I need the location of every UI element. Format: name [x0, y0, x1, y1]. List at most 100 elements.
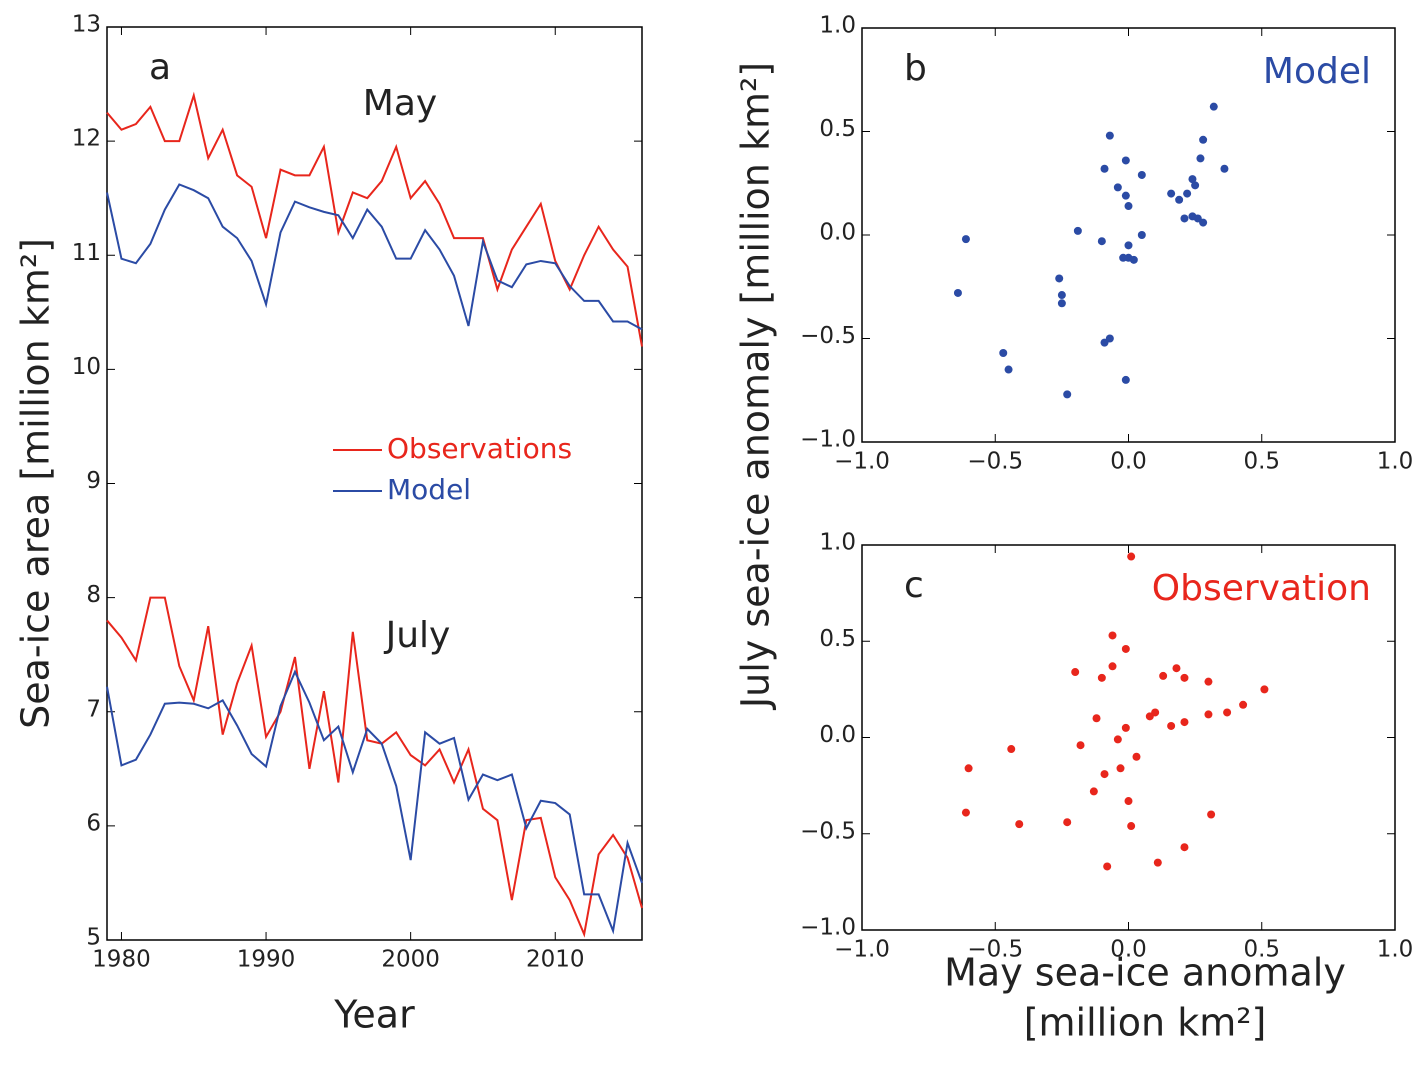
point: [1121, 375, 1130, 384]
y-tick-label: 7: [86, 696, 101, 722]
point: [953, 288, 962, 297]
point: [1124, 202, 1133, 211]
point: [1015, 820, 1024, 829]
point: [964, 764, 973, 773]
point: [1183, 189, 1192, 198]
x-tick-label: 0.5: [1243, 937, 1280, 963]
point: [1113, 183, 1122, 192]
x-tick-label: −1.0: [834, 937, 890, 963]
legend-label: Model: [387, 473, 471, 506]
x-tick-label: 2000: [381, 947, 440, 973]
point: [1172, 664, 1181, 673]
point: [1121, 191, 1130, 200]
data-line: [106, 669, 643, 935]
panel-letter: a: [149, 47, 171, 88]
x-tick-label: 2010: [526, 947, 585, 973]
point: [961, 235, 970, 244]
group-label: May: [363, 83, 437, 124]
point: [1113, 735, 1122, 744]
point: [1180, 673, 1189, 682]
y-tick-label: 9: [86, 468, 101, 494]
point: [1100, 770, 1109, 779]
x-tick-label: −0.5: [967, 449, 1023, 475]
panel-letter: c: [904, 565, 924, 606]
point: [1105, 131, 1114, 140]
x-tick-label: 1.0: [1377, 937, 1414, 963]
x-tick-label: −1.0: [834, 449, 890, 475]
point: [1127, 822, 1136, 831]
lines: [106, 91, 643, 938]
y-tick-label: 10: [72, 354, 101, 380]
point: [1116, 764, 1125, 773]
point: [1063, 390, 1072, 399]
point: [999, 348, 1008, 357]
point: [1073, 226, 1082, 235]
y-tick-label: 13: [72, 12, 101, 38]
y-tick-label: 0.0: [819, 220, 856, 246]
point: [1180, 718, 1189, 727]
y-tick-label: 1.0: [819, 530, 856, 556]
data-line: [106, 183, 643, 331]
point: [1108, 631, 1117, 640]
points: [961, 552, 1269, 871]
x-tick-label: 0.0: [1110, 937, 1147, 963]
point: [1132, 752, 1141, 761]
point: [1103, 862, 1112, 871]
point: [1097, 673, 1106, 682]
point: [1180, 843, 1189, 852]
point: [1204, 677, 1213, 686]
point: [1180, 214, 1189, 223]
point: [1063, 818, 1072, 827]
panel-title: Model: [1263, 51, 1371, 92]
point: [1204, 710, 1213, 719]
point: [1153, 858, 1162, 867]
x-tick-label: 0.0: [1110, 449, 1147, 475]
point: [1007, 745, 1016, 754]
y-tick-label: −0.5: [800, 323, 856, 349]
y-tick-label: 1.0: [819, 13, 856, 39]
point: [1145, 712, 1154, 721]
point: [1137, 231, 1146, 239]
point: [1076, 741, 1085, 750]
point: [1199, 218, 1208, 227]
point: [1124, 241, 1133, 250]
y-tick-label: 12: [72, 126, 101, 152]
point: [1239, 700, 1248, 709]
point: [1199, 135, 1208, 144]
x-tick-label: 1980: [92, 947, 151, 973]
point: [1207, 810, 1216, 819]
y-tick-label: 0.5: [819, 626, 856, 652]
data-line: [106, 91, 643, 347]
y-axis-label: July sea-ice anomaly [million km²]: [734, 62, 778, 710]
point: [1004, 365, 1013, 374]
x-tick-label: 1.0: [1377, 449, 1414, 475]
point: [1223, 708, 1232, 717]
y-tick-label: 5: [86, 925, 101, 951]
data-line: [106, 596, 643, 938]
point: [1220, 164, 1229, 173]
panel-letter: b: [904, 48, 927, 89]
point: [1121, 644, 1130, 653]
point: [1127, 552, 1136, 561]
point: [1137, 170, 1146, 179]
panel-title: Observation: [1152, 568, 1371, 609]
y-tick-label: 6: [86, 810, 101, 836]
y-axis-label: Sea-ice area [million km²]: [14, 238, 58, 729]
x-tick-label: 0.5: [1243, 449, 1280, 475]
y-tick-label: 0.5: [819, 116, 856, 142]
point: [1057, 299, 1066, 308]
point: [1105, 334, 1114, 343]
point: [1159, 671, 1168, 680]
point: [1089, 787, 1098, 796]
x-tick-label: −0.5: [967, 937, 1023, 963]
point: [1055, 274, 1064, 283]
x-axis-label: May sea-ice anomaly: [944, 951, 1346, 995]
point: [1071, 668, 1080, 677]
point: [1175, 195, 1184, 204]
x-axis-label: [million km²]: [1024, 1001, 1267, 1045]
y-tick-label: −0.5: [800, 818, 856, 844]
point: [1124, 797, 1133, 806]
y-tick-label: 11: [72, 240, 101, 266]
x-tick-label: 1990: [237, 947, 296, 973]
